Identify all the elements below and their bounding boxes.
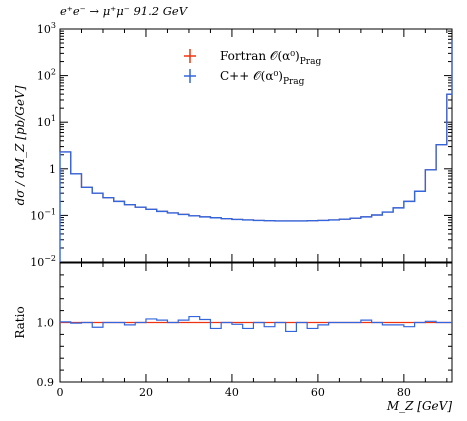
ratio-x-tick-label: 80	[397, 386, 411, 399]
legend-entry-subscript: Prag	[300, 57, 322, 67]
legend-entry-name: Fortran 𝒪(α⁰)	[220, 49, 300, 63]
legend-entry-label: Fortran 𝒪(α⁰)Prag	[220, 49, 321, 67]
main-plot-frame	[59, 28, 453, 263]
ratio-x-tick-label: 40	[225, 386, 239, 399]
main-y-tick-label: 103	[37, 21, 56, 36]
main-y-tick-label: 1	[49, 163, 56, 176]
main-y-tick-label-exponent: 3	[51, 21, 56, 30]
main-series-line-fortran	[60, 39, 453, 222]
main-y-tick-label-base: 10	[37, 70, 51, 83]
ratio-x-tick-label: 20	[139, 386, 153, 399]
ratio-panel: 0.9 1.0 0 20 40 60 80 Ratio M_Z [GeV]	[13, 262, 453, 413]
ratio-x-tick-label: 0	[57, 386, 64, 399]
main-y-tick-label: 10−1	[30, 207, 56, 222]
legend-entry-label: C++ 𝒪(α⁰)Prag	[220, 69, 305, 87]
ratio-y-axis-label: Ratio	[13, 306, 27, 338]
main-y-tick-label-exponent: 1	[51, 114, 56, 123]
main-y-tick-label: 102	[37, 68, 56, 83]
main-y-tick-label-exponent: −1	[44, 207, 56, 216]
x-axis-label: M_Z [GeV]	[386, 399, 452, 413]
main-y-tick-label-base: 1	[49, 163, 56, 176]
main-y-tick-label-base: 10	[30, 209, 44, 222]
main-y-tick-label-exponent: −2	[44, 254, 56, 263]
ratio-y-tick-label: 0.9	[37, 376, 55, 389]
chart-title: e⁺e⁻ → μ⁺μ⁻ 91.2 GeV	[60, 4, 187, 18]
main-y-tick-label-base: 10	[37, 116, 51, 129]
ratio-y-tick-label: 1.0	[37, 317, 55, 330]
legend-entry-name: C++ 𝒪(α⁰)	[220, 69, 283, 83]
main-y-tick-label-exponent: 2	[51, 68, 56, 77]
ratio-series-line-cpp	[60, 315, 452, 333]
legend-entry-subscript: Prag	[283, 77, 305, 87]
main-series-line-cpp	[60, 39, 453, 222]
main-y-tick-label: 10−2	[30, 254, 56, 269]
main-y-tick-label: 101	[37, 114, 56, 129]
main-y-tick-label-base: 10	[30, 256, 44, 269]
main-y-axis-label: dσ / dM_Z [pb/GeV]	[13, 85, 27, 205]
ratio-x-tick-label: 60	[311, 386, 325, 399]
main-y-tick-label-base: 10	[37, 23, 51, 36]
